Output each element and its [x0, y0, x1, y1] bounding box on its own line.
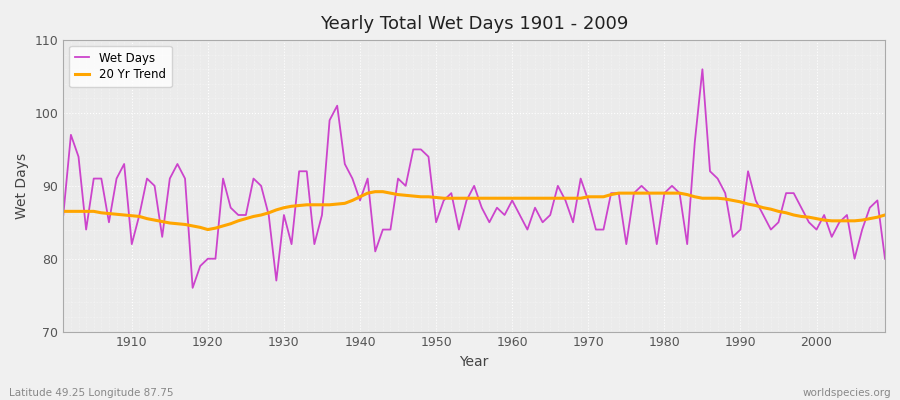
20 Yr Trend: [879, 212, 890, 217]
Text: Latitude 49.25 Longitude 87.75: Latitude 49.25 Longitude 87.75: [9, 388, 174, 398]
Y-axis label: Wet Days: Wet Days: [15, 153, 29, 219]
Wet Days: [697, 67, 707, 72]
20 Yr Trend: [119, 212, 130, 217]
Line: Wet Days: Wet Days: [63, 69, 885, 288]
Wet Days: [515, 212, 526, 217]
Wet Days: [339, 162, 350, 166]
Wet Days: [606, 191, 616, 196]
20 Yr Trend: [202, 227, 213, 232]
Wet Days: [293, 169, 304, 174]
Legend: Wet Days, 20 Yr Trend: Wet Days, 20 Yr Trend: [69, 46, 172, 87]
20 Yr Trend: [613, 191, 624, 196]
20 Yr Trend: [293, 203, 304, 208]
20 Yr Trend: [515, 196, 526, 201]
20 Yr Trend: [58, 209, 68, 214]
Wet Days: [879, 256, 890, 261]
Wet Days: [58, 212, 68, 217]
Line: 20 Yr Trend: 20 Yr Trend: [63, 192, 885, 230]
Text: worldspecies.org: worldspecies.org: [803, 388, 891, 398]
Title: Yearly Total Wet Days 1901 - 2009: Yearly Total Wet Days 1901 - 2009: [320, 15, 628, 33]
X-axis label: Year: Year: [460, 355, 489, 369]
20 Yr Trend: [339, 201, 350, 206]
20 Yr Trend: [370, 189, 381, 194]
Wet Days: [507, 198, 517, 203]
Wet Days: [187, 286, 198, 290]
20 Yr Trend: [522, 196, 533, 201]
Wet Days: [119, 162, 130, 166]
